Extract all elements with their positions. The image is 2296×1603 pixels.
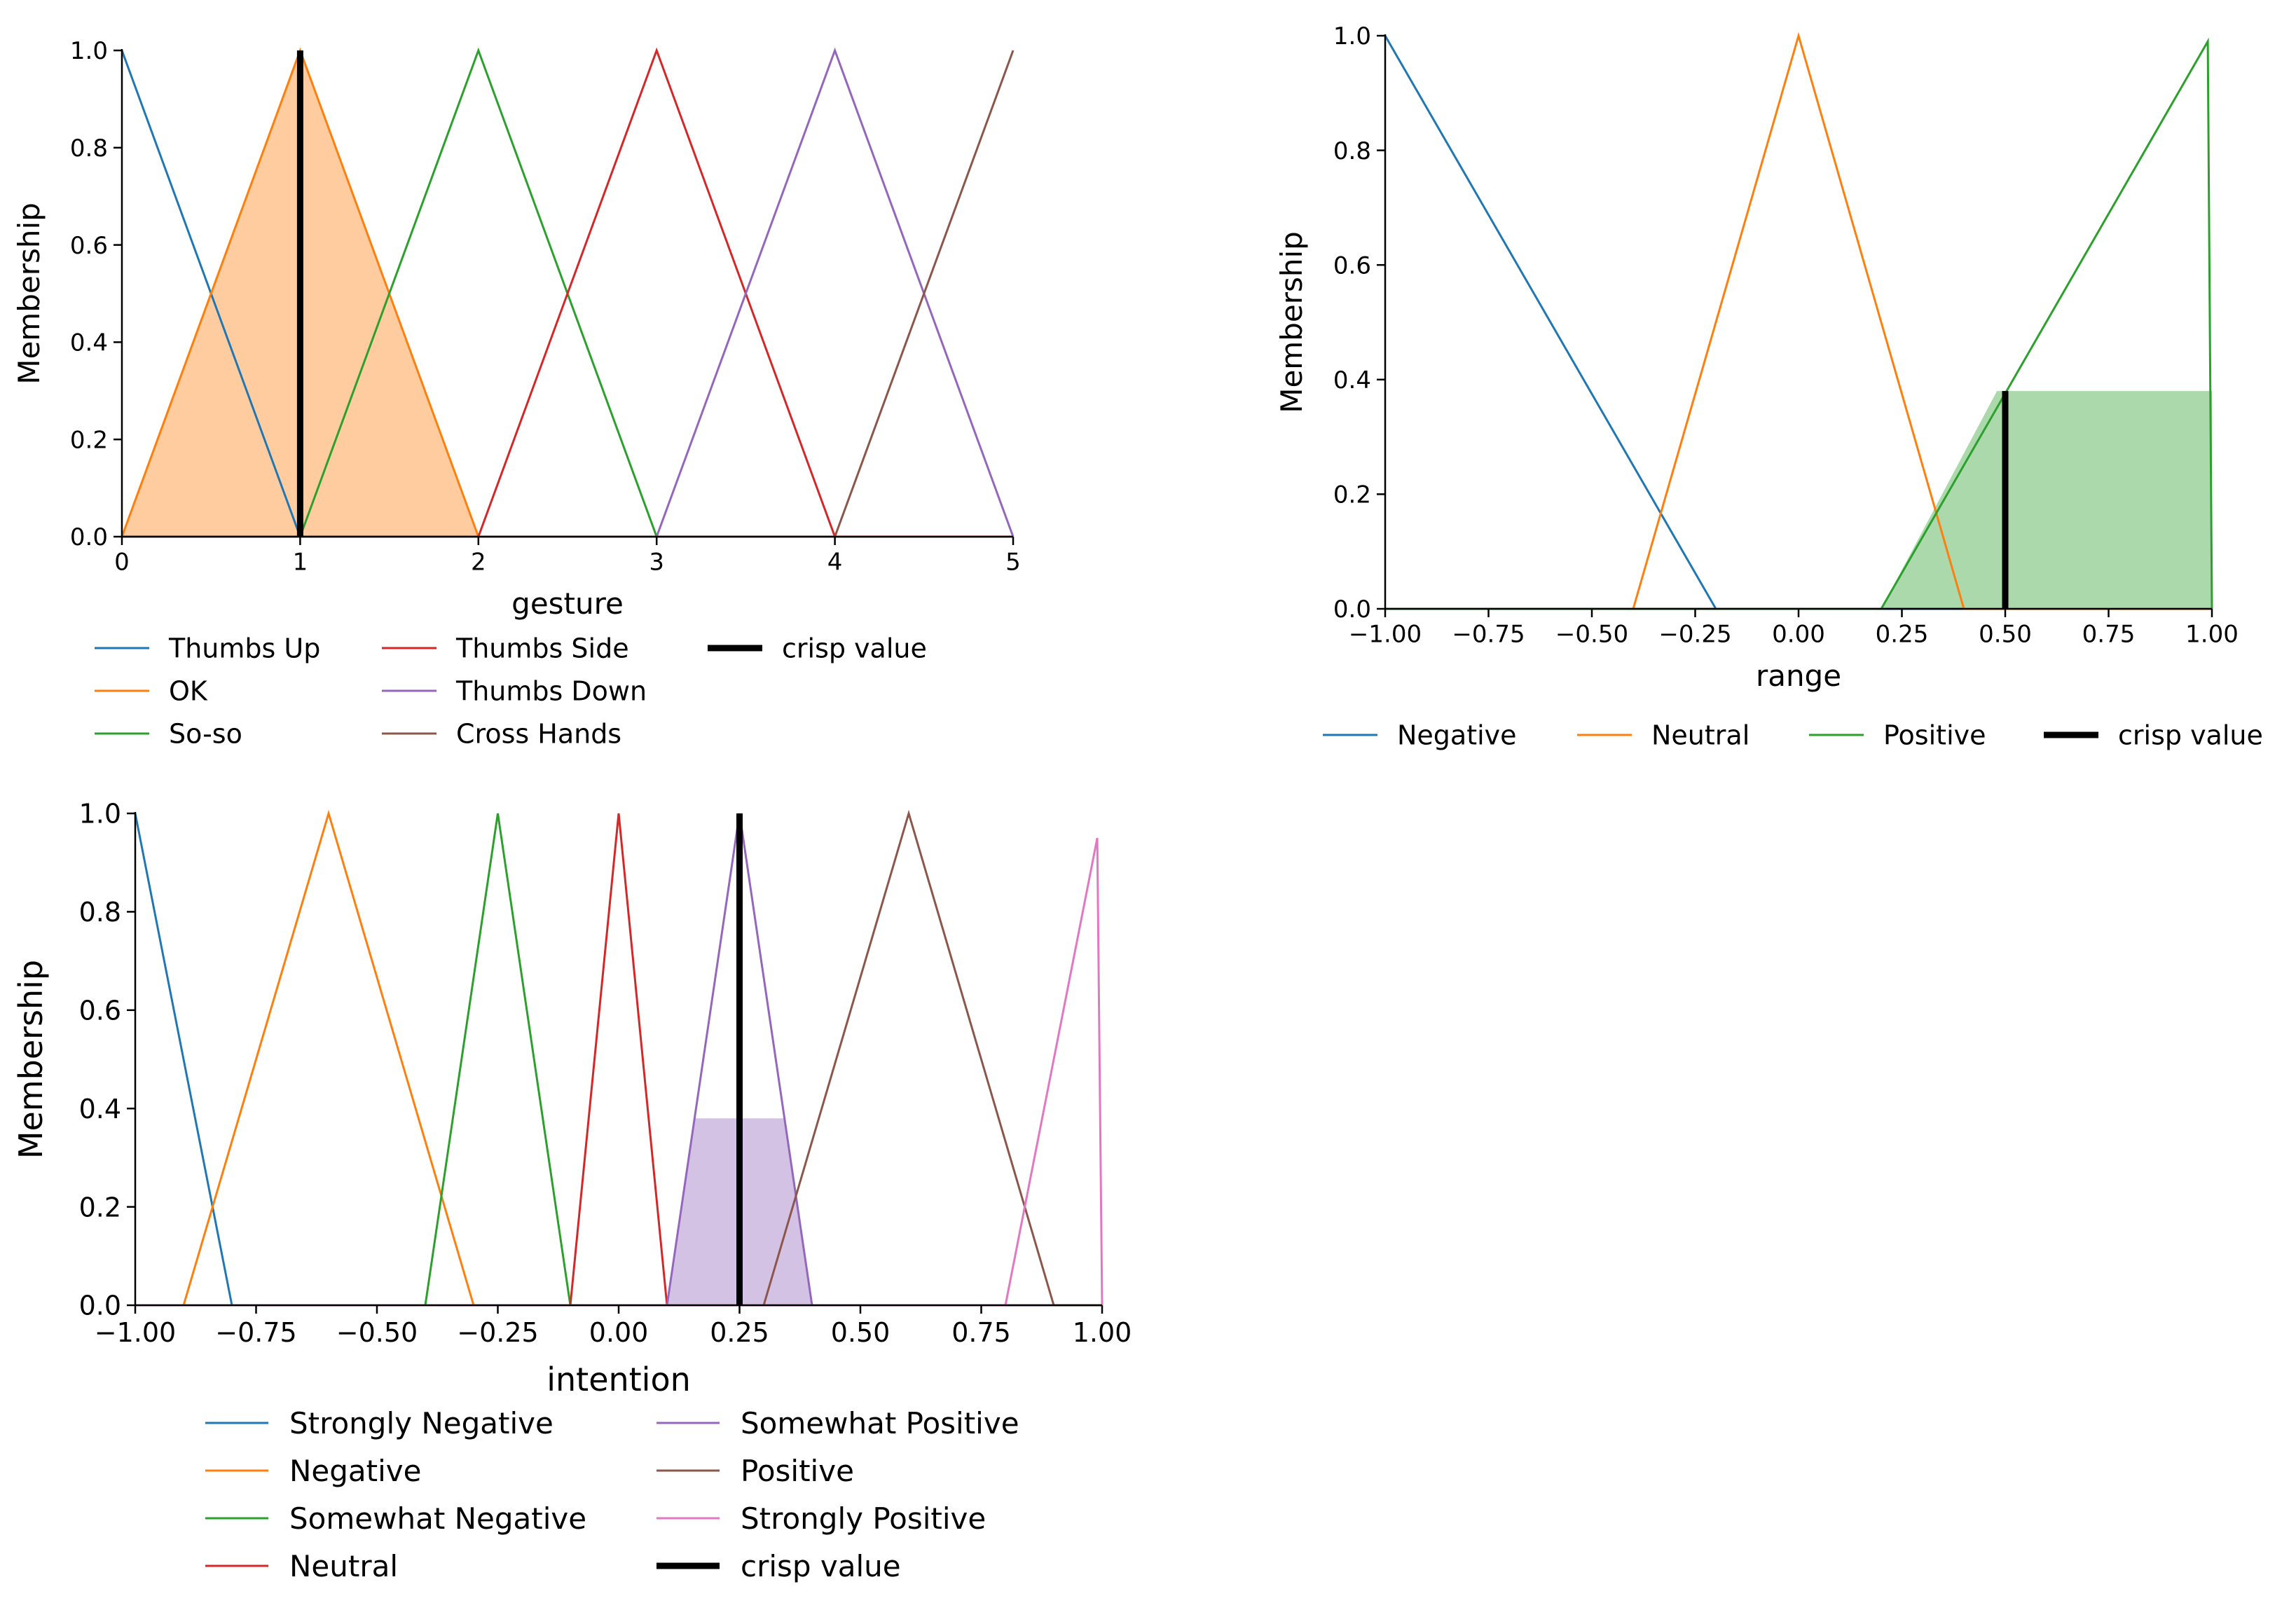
gesture-x-tick-label: 5 [1005, 549, 1021, 577]
intention-y-tick-label: 1.0 [79, 799, 121, 830]
gesture-x-tick-label: 1 [293, 549, 308, 577]
range-x-tick-label: 0.75 [2082, 621, 2136, 649]
intention-x-axis-label: intention [546, 1361, 691, 1398]
intention-y-tick-label: 0.6 [79, 995, 121, 1026]
intention-legend-label-strongly-negative: Strongly Negative [289, 1406, 554, 1440]
gesture-y-axis-label: Membership [12, 202, 46, 385]
intention-x-tick-label: 0.00 [589, 1317, 649, 1348]
intention-y-tick-label: 0.4 [79, 1094, 121, 1124]
intention-y-tick-label: 0.0 [79, 1291, 121, 1321]
intention-legend-label-strongly-positive: Strongly Positive [741, 1501, 986, 1536]
range-y-tick-label: 0.6 [1333, 252, 1371, 280]
intention-legend-label-crisp-value: crisp value [741, 1549, 901, 1583]
intention-legend-label-positive: Positive [741, 1454, 854, 1488]
intention-series-somewhat-positive [135, 813, 1102, 1307]
gesture-y-tick-label: 0.4 [70, 329, 108, 357]
intention-series-negative [135, 809, 1102, 1307]
gesture-legend-label-so-so: So-so [169, 719, 242, 750]
gesture-y-tick-label: 0.6 [70, 232, 108, 260]
range-x-axis-label: range [1756, 659, 1841, 693]
gesture-y-tick-label: 0.8 [70, 135, 108, 163]
range-x-tick-label: −0.75 [1452, 621, 1525, 649]
range-x-tick-label: −0.50 [1555, 621, 1628, 649]
gesture-legend-label-cross-hands: Cross Hands [456, 719, 621, 750]
intention-series-strongly-negative [134, 813, 1102, 1307]
range-activation-fill [1881, 391, 2212, 609]
range-x-tick-label: 0.00 [1772, 621, 1825, 649]
range-x-tick-label: −0.25 [1658, 621, 1731, 649]
intention-series-somewhat-negative [135, 813, 1102, 1307]
intention-y-tick-label: 0.8 [79, 897, 121, 928]
intention-x-tick-label: −1.00 [95, 1317, 176, 1348]
intention-x-tick-label: 0.75 [951, 1317, 1011, 1348]
range-legend-label-positive: Positive [1883, 720, 1986, 751]
gesture-x-tick-label: 3 [649, 549, 664, 577]
gesture-x-tick-label: 0 [114, 549, 130, 577]
intention-y-tick-label: 0.2 [79, 1192, 121, 1223]
intention-legend-label-neutral: Neutral [289, 1549, 398, 1583]
gesture-legend-label-thumbs-side: Thumbs Side [455, 633, 629, 664]
range-x-tick-label: 0.50 [1979, 621, 2032, 649]
gesture-x-tick-label: 4 [827, 549, 843, 577]
intention-legend: Strongly Negative Negative Somewhat Negati… [205, 1406, 1019, 1583]
intention-series-positive [135, 809, 1102, 1307]
gesture-x-axis-label: gesture [511, 586, 624, 621]
range-y-tick-label: 0.8 [1333, 137, 1371, 165]
range-legend: Negative Neutral Positive crisp value [1323, 720, 2263, 751]
chart-intention: −1.00 −0.75 −0.50 −0.25 0.00 0.25 0.50 0.75 1.00… [12, 799, 1132, 1583]
chart-gesture: 0 1 2 3 4 5 0.0 0.2 0.4 0.6 0.8 1.0 gesture Membershi… [12, 37, 1021, 749]
range-legend-label-crisp-value: crisp value [2118, 720, 2263, 751]
intention-x-tick-label: 0.25 [710, 1317, 769, 1348]
intention-x-tick-label: −0.50 [336, 1317, 418, 1348]
range-legend-label-negative: Negative [1397, 720, 1517, 751]
intention-series-strongly-positive [135, 837, 1104, 1307]
range-y-tick-label: 0.2 [1333, 481, 1371, 509]
gesture-legend-label-thumbs-down: Thumbs Down [455, 676, 647, 707]
range-x-tick-label: 1.00 [2185, 621, 2239, 649]
intention-legend-label-somewhat-positive: Somewhat Positive [741, 1406, 1019, 1440]
gesture-y-tick-label: 0.0 [70, 523, 108, 551]
range-y-tick-label: 0.0 [1333, 596, 1371, 624]
range-x-tick-label: −1.00 [1349, 621, 1422, 649]
range-legend-label-neutral: Neutral [1651, 720, 1750, 751]
intention-legend-label-negative: Negative [289, 1454, 422, 1488]
intention-x-tick-label: −0.25 [457, 1317, 538, 1348]
range-x-tick-label: 0.25 [1876, 621, 1929, 649]
intention-series-neutral [135, 813, 1102, 1307]
gesture-legend-label-crisp-value: crisp value [782, 633, 927, 664]
gesture-y-tick-label: 0.2 [70, 426, 108, 454]
gesture-legend-label-ok: OK [169, 676, 208, 707]
intention-y-axis-label: Membership [12, 960, 50, 1159]
intention-x-tick-label: 0.50 [831, 1317, 891, 1348]
chart-range: −1.00 −0.75 −0.50 −0.25 0.00 0.25 0.50 0.75 1.00… [1274, 22, 2263, 750]
intention-x-tick-label: 1.00 [1073, 1317, 1132, 1348]
gesture-legend: Thumbs Up OK So-so Thumbs Side Thumbs Down Cr… [95, 633, 927, 750]
gesture-x-tick-label: 2 [471, 549, 486, 577]
intention-x-tick-label: −0.75 [215, 1317, 296, 1348]
range-y-tick-label: 1.0 [1333, 22, 1371, 50]
range-y-tick-label: 0.4 [1333, 366, 1371, 394]
range-y-axis-label: Membership [1274, 231, 1309, 413]
gesture-y-tick-label: 1.0 [70, 37, 108, 65]
intention-legend-label-somewhat-negative: Somewhat Negative [289, 1501, 586, 1536]
gesture-legend-label-thumbs-up: Thumbs Up [168, 633, 320, 664]
